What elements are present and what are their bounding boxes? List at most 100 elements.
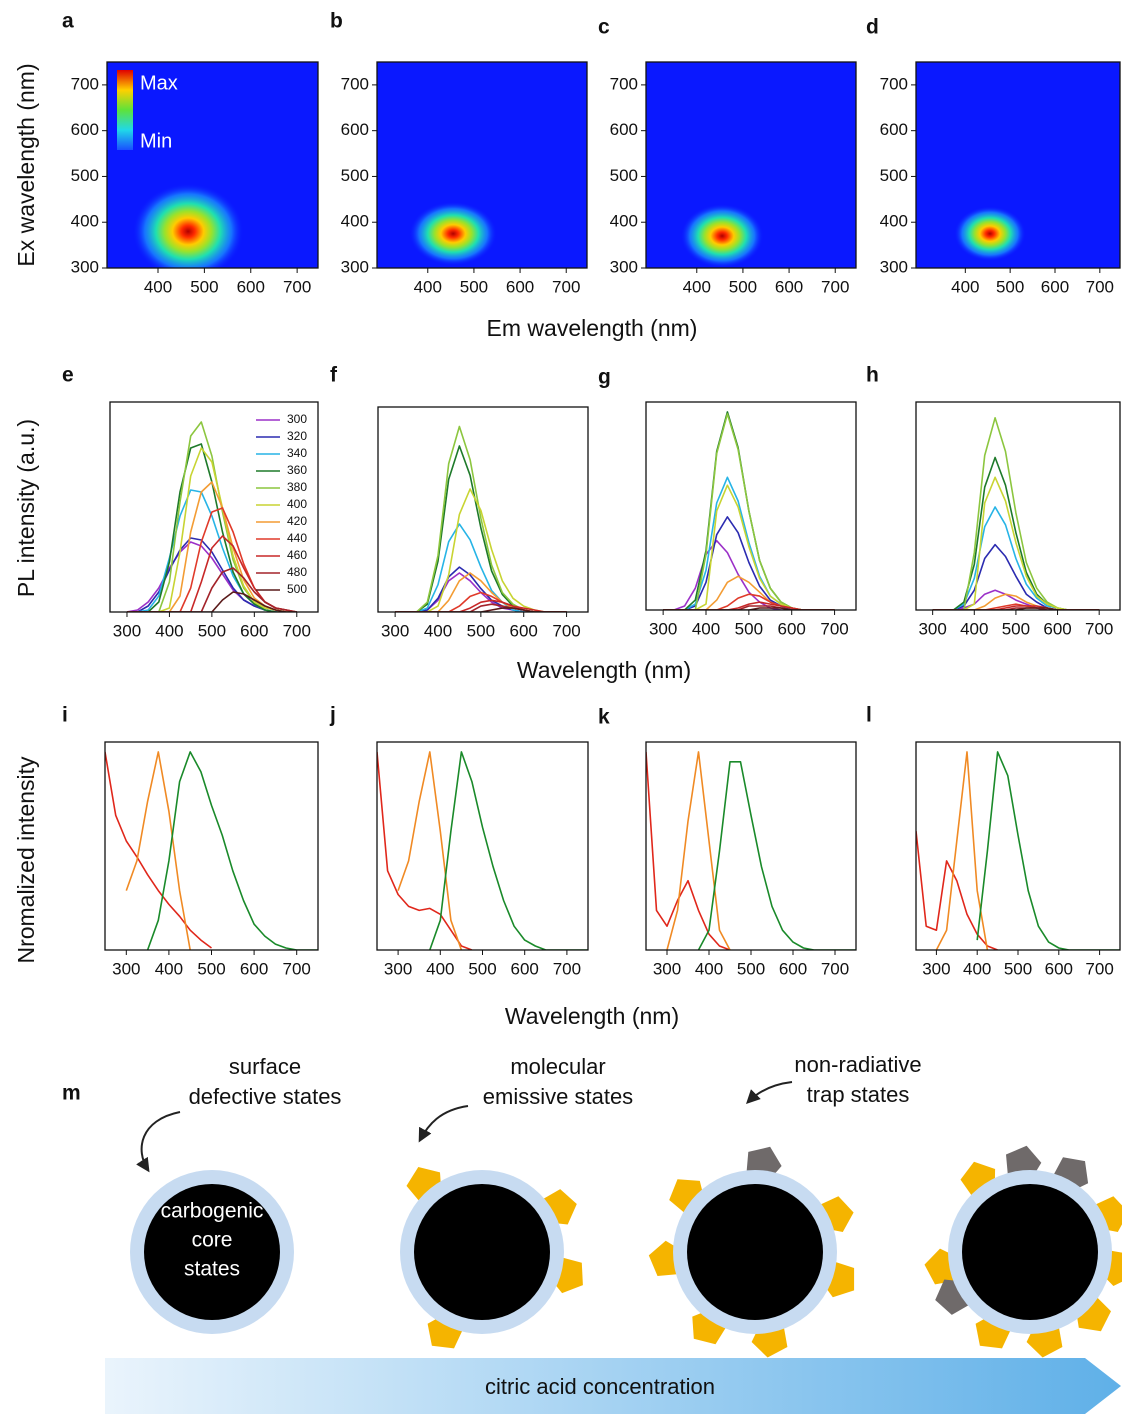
plot-area xyxy=(916,62,1120,268)
y-tick-label: 500 xyxy=(71,166,99,185)
concentration-arrow xyxy=(105,1358,1121,1414)
spectrum-line xyxy=(395,599,567,612)
spectrum-line xyxy=(932,589,1100,610)
plot-background xyxy=(916,402,1120,610)
plot-frame xyxy=(106,61,319,269)
annotation: molecular xyxy=(510,1054,605,1079)
intensity-hotspot xyxy=(680,203,764,268)
spectrum-line xyxy=(666,751,731,950)
x-tick-label: 600 xyxy=(237,277,265,296)
x-tick-label: 600 xyxy=(506,277,534,296)
x-tick-label: 300 xyxy=(922,959,950,978)
spectrum-line xyxy=(395,523,567,612)
spectrum-line xyxy=(429,751,588,950)
x-tick-label: 700 xyxy=(283,621,311,640)
spectrum-line xyxy=(395,591,567,612)
x-tick-label: 500 xyxy=(467,621,495,640)
spectrum-line xyxy=(932,603,1100,610)
spectrum-line xyxy=(697,761,856,950)
spectrum-line xyxy=(932,417,1100,610)
legend-label: 380 xyxy=(287,480,307,494)
plot-background xyxy=(646,742,856,950)
x-tick-label: 700 xyxy=(821,277,849,296)
y-tick-label: 700 xyxy=(880,74,908,93)
colorbar-max: Max xyxy=(140,72,178,94)
panel-label: m xyxy=(62,1082,81,1105)
panel-label: g xyxy=(598,366,611,389)
legend-label: 440 xyxy=(287,531,307,545)
x-tick-label: 300 xyxy=(918,619,946,638)
x-tick-label: 400 xyxy=(963,959,991,978)
x-tick-label: 600 xyxy=(1041,277,1069,296)
x-tick-label: 500 xyxy=(468,959,496,978)
particle-core xyxy=(414,1184,550,1320)
plot-frame xyxy=(109,401,319,613)
spectrum-line xyxy=(663,575,835,610)
spectrum-line xyxy=(146,751,318,950)
x-tick-label: 700 xyxy=(283,959,311,978)
legend-label: 360 xyxy=(287,463,307,477)
x-tick-label: 500 xyxy=(737,959,765,978)
annotation: surface xyxy=(229,1054,301,1079)
spectrum-line xyxy=(663,601,835,610)
plot-background xyxy=(105,742,318,950)
spectrum-line xyxy=(932,506,1100,610)
x-tick-label: 700 xyxy=(1085,619,1113,638)
y-tick-label: 300 xyxy=(341,257,369,276)
panel-label: i xyxy=(62,704,68,727)
x-tick-label: 700 xyxy=(1085,959,1113,978)
x-tick-label: 500 xyxy=(735,619,763,638)
x-tick-label: 400 xyxy=(424,621,452,640)
x-tick-label: 400 xyxy=(155,959,183,978)
y-tick-label: 700 xyxy=(71,74,99,93)
x-tick-label: 600 xyxy=(240,959,268,978)
spectrum-line xyxy=(976,751,1120,950)
panel-label: e xyxy=(62,364,74,387)
y-axis-label: Ex wavelength (nm) xyxy=(13,63,39,266)
spectrum-line xyxy=(663,484,835,610)
plot-area xyxy=(378,407,588,612)
x-tick-label: 600 xyxy=(1045,959,1073,978)
y-tick-label: 300 xyxy=(71,257,99,276)
y-tick-label: 400 xyxy=(880,212,908,231)
x-tick-label: 600 xyxy=(1043,619,1071,638)
spectrum-line xyxy=(127,447,297,612)
spectrum-line xyxy=(932,476,1100,610)
x-tick-label: 600 xyxy=(779,959,807,978)
spectrum-line xyxy=(932,456,1100,610)
y-tick-label: 500 xyxy=(880,166,908,185)
x-tick-label: 500 xyxy=(996,277,1024,296)
spectrum-line xyxy=(395,566,567,612)
x-tick-label: 500 xyxy=(190,277,218,296)
x-tick-label: 300 xyxy=(649,619,677,638)
x-axis-label: Wavelength (nm) xyxy=(517,657,691,683)
x-tick-label: 700 xyxy=(283,277,311,296)
plot-area xyxy=(377,742,588,950)
core-label: core xyxy=(192,1229,233,1252)
x-tick-label: 700 xyxy=(821,959,849,978)
y-tick-label: 500 xyxy=(341,166,369,185)
plot-frame xyxy=(645,61,857,269)
x-tick-label: 300 xyxy=(381,621,409,640)
plot-background xyxy=(110,402,318,612)
legend-label: 480 xyxy=(287,565,307,579)
x-tick-label: 400 xyxy=(414,277,442,296)
legend-label: 420 xyxy=(287,514,307,528)
plot-frame xyxy=(377,406,589,613)
panel-label: h xyxy=(866,364,879,387)
spectrum-line xyxy=(395,603,567,612)
x-tick-label: 300 xyxy=(384,959,412,978)
core-label: carbogenic xyxy=(161,1200,264,1223)
y-tick-label: 700 xyxy=(610,74,638,93)
particle-core xyxy=(962,1184,1098,1320)
plot-frame xyxy=(645,401,857,611)
legend-label: 460 xyxy=(287,548,307,562)
legend-label: 340 xyxy=(287,446,307,460)
y-tick-label: 600 xyxy=(71,120,99,139)
y-tick-label: 500 xyxy=(610,166,638,185)
x-tick-label: 700 xyxy=(1086,277,1114,296)
legend-label: 400 xyxy=(287,497,307,511)
spectrum-line xyxy=(663,476,835,610)
y-axis-label: PL intensity (a.u.) xyxy=(13,419,39,597)
x-tick-label: 400 xyxy=(692,619,720,638)
